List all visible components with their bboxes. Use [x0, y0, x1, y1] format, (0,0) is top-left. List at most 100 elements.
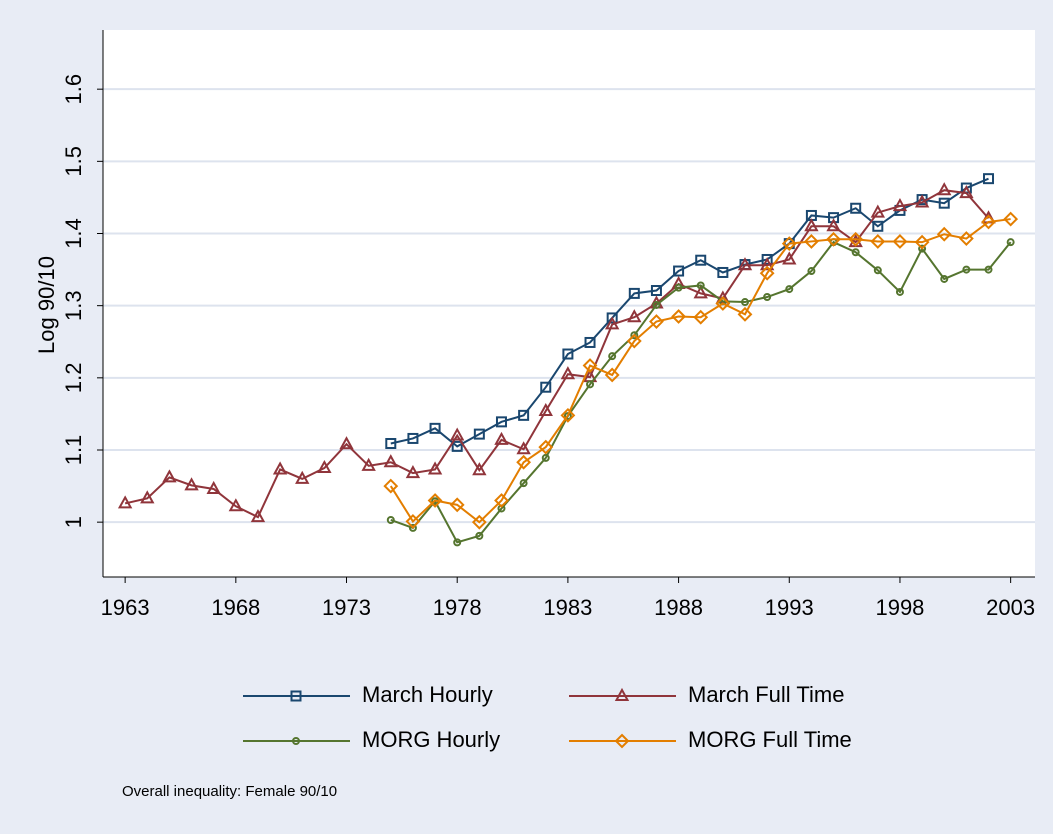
marker	[804, 218, 819, 232]
marker	[560, 407, 576, 423]
marker	[914, 234, 930, 250]
marker	[451, 440, 463, 452]
marker	[614, 687, 630, 701]
marker	[892, 198, 908, 212]
marker	[673, 265, 685, 277]
marker	[562, 348, 574, 360]
marker	[292, 737, 300, 745]
marker	[870, 204, 886, 218]
marker	[1003, 211, 1019, 227]
marker	[737, 257, 753, 271]
y-tick-label: 1	[61, 516, 86, 528]
marker	[628, 287, 640, 299]
marker	[781, 236, 797, 252]
marker	[604, 367, 620, 383]
marker	[763, 293, 772, 302]
x-tick-label: 1988	[654, 595, 703, 620]
legend-label: March Hourly	[362, 682, 493, 707]
y-tick-label: 1.1	[61, 435, 86, 466]
marker	[782, 251, 797, 265]
y-tick-label: 1.5	[61, 146, 86, 177]
marker	[983, 173, 995, 185]
marker	[516, 454, 532, 470]
marker	[472, 462, 487, 476]
marker	[807, 267, 816, 276]
marker	[785, 285, 794, 294]
marker	[228, 498, 244, 512]
marker	[649, 314, 664, 329]
marker	[206, 480, 221, 494]
marker	[914, 194, 930, 208]
marker	[696, 281, 705, 290]
marker	[272, 461, 288, 475]
marker	[407, 432, 419, 444]
marker	[715, 296, 731, 311]
marker	[162, 469, 177, 483]
marker	[826, 231, 841, 247]
marker	[936, 226, 952, 242]
x-tick-label: 1968	[211, 595, 260, 620]
marker	[290, 690, 302, 702]
marker	[608, 352, 617, 361]
marker	[717, 266, 729, 278]
marker	[361, 457, 376, 471]
marker	[848, 231, 864, 247]
x-tick-label: 1973	[322, 595, 371, 620]
marker	[495, 416, 507, 428]
marker	[740, 298, 749, 307]
marker	[405, 514, 421, 529]
marker	[626, 333, 642, 349]
marker	[604, 316, 620, 330]
marker	[940, 274, 949, 283]
marker	[405, 465, 421, 479]
series-line	[389, 218, 1011, 524]
marker	[540, 381, 552, 393]
y-tick-label: 1.2	[61, 363, 86, 394]
marker	[892, 234, 908, 249]
marker	[541, 453, 550, 462]
legend-label: March Full Time	[688, 682, 844, 707]
marker	[473, 428, 485, 440]
x-tick-label: 1993	[765, 595, 814, 620]
marker	[560, 366, 576, 380]
marker	[737, 306, 753, 322]
marker	[117, 495, 133, 509]
y-axis-label: Log 90/10	[34, 256, 59, 354]
series-line	[390, 240, 1012, 544]
marker	[872, 220, 884, 232]
y-tick-label: 1.3	[61, 290, 86, 321]
marker	[1006, 238, 1015, 247]
marker	[475, 531, 484, 540]
marker	[250, 509, 266, 523]
marker	[606, 312, 618, 324]
marker	[918, 244, 927, 253]
marker	[895, 287, 904, 296]
x-tick-label: 1978	[433, 595, 482, 620]
x-tick-label: 1963	[101, 595, 150, 620]
marker	[383, 454, 398, 468]
legend-label: MORG Full Time	[688, 727, 852, 752]
x-tick-label: 2003	[986, 595, 1035, 620]
series-line	[124, 189, 990, 519]
marker	[850, 202, 862, 214]
marker	[386, 515, 395, 524]
marker	[937, 182, 952, 196]
marker	[981, 214, 996, 230]
marker	[519, 479, 528, 488]
marker	[693, 309, 709, 325]
marker	[984, 265, 993, 274]
marker	[140, 490, 155, 504]
marker	[339, 436, 354, 450]
marker	[650, 285, 662, 297]
marker	[385, 437, 397, 449]
series-line	[390, 177, 989, 448]
marker	[803, 234, 819, 249]
marker	[958, 231, 974, 246]
marker	[630, 331, 639, 340]
marker	[873, 266, 882, 275]
x-tick-label: 1983	[543, 595, 592, 620]
marker	[295, 470, 310, 484]
marker	[453, 538, 462, 547]
marker	[516, 441, 531, 455]
